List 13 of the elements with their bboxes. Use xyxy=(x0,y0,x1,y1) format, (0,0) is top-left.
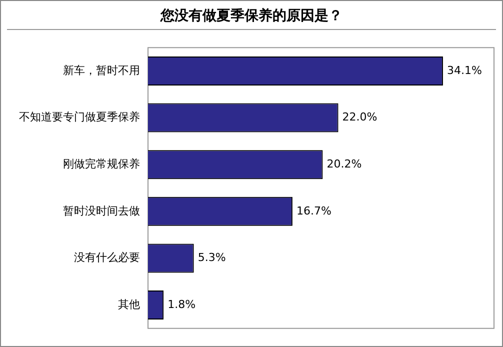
y-tick-label: 新车，暂时不用 xyxy=(63,64,140,77)
data-label: 34.1% xyxy=(446,64,482,77)
chart-title: 您没有做夏季保养的原因是？ xyxy=(159,7,344,25)
y-tick-label: 不知道要专门做夏季保养 xyxy=(19,110,140,124)
y-tick-label: 暂时没时间去做 xyxy=(63,204,140,218)
y-tick-label: 其他 xyxy=(118,298,140,311)
data-label: 16.7% xyxy=(296,204,332,218)
data-label: 5.3% xyxy=(198,251,226,264)
data-label: 20.2% xyxy=(326,157,362,170)
data-label: 1.8% xyxy=(168,298,196,311)
y-tick-label: 没有什么必要 xyxy=(74,251,140,264)
y-tick-label: 刚做完常规保养 xyxy=(63,157,140,170)
data-label: 22.0% xyxy=(342,110,378,124)
